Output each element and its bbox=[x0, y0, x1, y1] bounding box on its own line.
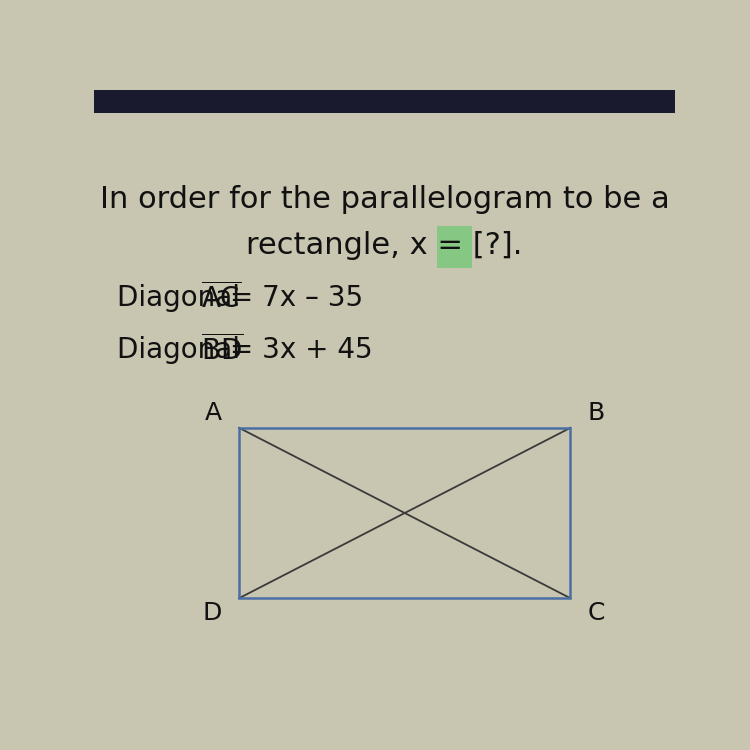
Text: = 3x + 45: = 3x + 45 bbox=[220, 336, 373, 364]
Text: = 7x – 35: = 7x – 35 bbox=[220, 284, 363, 312]
Bar bbox=[94, 90, 675, 113]
Text: $\overline{\mathrm{BD}}$: $\overline{\mathrm{BD}}$ bbox=[201, 334, 243, 366]
Bar bbox=[239, 427, 570, 598]
Text: rectangle, x = [?].: rectangle, x = [?]. bbox=[246, 232, 523, 260]
Text: C: C bbox=[588, 601, 605, 625]
Text: B: B bbox=[588, 401, 605, 425]
Text: D: D bbox=[202, 601, 222, 625]
Text: $\overline{\mathrm{AC}}$: $\overline{\mathrm{AC}}$ bbox=[201, 282, 241, 314]
Text: Diagonal: Diagonal bbox=[117, 284, 249, 312]
FancyBboxPatch shape bbox=[437, 226, 472, 268]
Text: Diagonal: Diagonal bbox=[117, 336, 249, 364]
Text: A: A bbox=[205, 401, 222, 425]
Text: In order for the parallelogram to be a: In order for the parallelogram to be a bbox=[100, 185, 669, 214]
